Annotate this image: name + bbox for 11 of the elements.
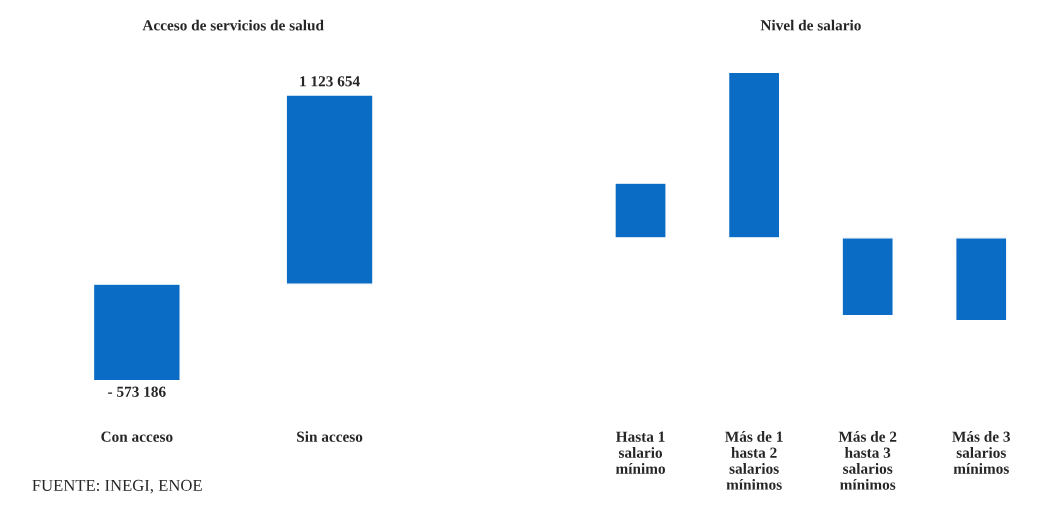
x-tick-label: Más de 2 hasta 3 salarios mínimos <box>838 431 897 490</box>
source-note: FUENTE: INEGI, ENOE <box>32 479 202 494</box>
chart-title: Nivel de salario <box>760 19 861 31</box>
x-tick-label: Más de 1 hasta 2 salarios mínimos <box>725 431 783 490</box>
x-tick-label: Hasta 1 salario mínimo <box>615 431 665 474</box>
x-tick-label: Con acceso <box>101 431 173 442</box>
data-label: 1 123 654 <box>300 76 360 87</box>
x-tick-label: Más de 3 salarios mínimos <box>952 431 1011 474</box>
data-label: - 573 186 <box>108 386 166 397</box>
chart-title: Acceso de servicios de salud <box>142 19 324 31</box>
x-tick-label: Sin acceso <box>297 431 363 442</box>
